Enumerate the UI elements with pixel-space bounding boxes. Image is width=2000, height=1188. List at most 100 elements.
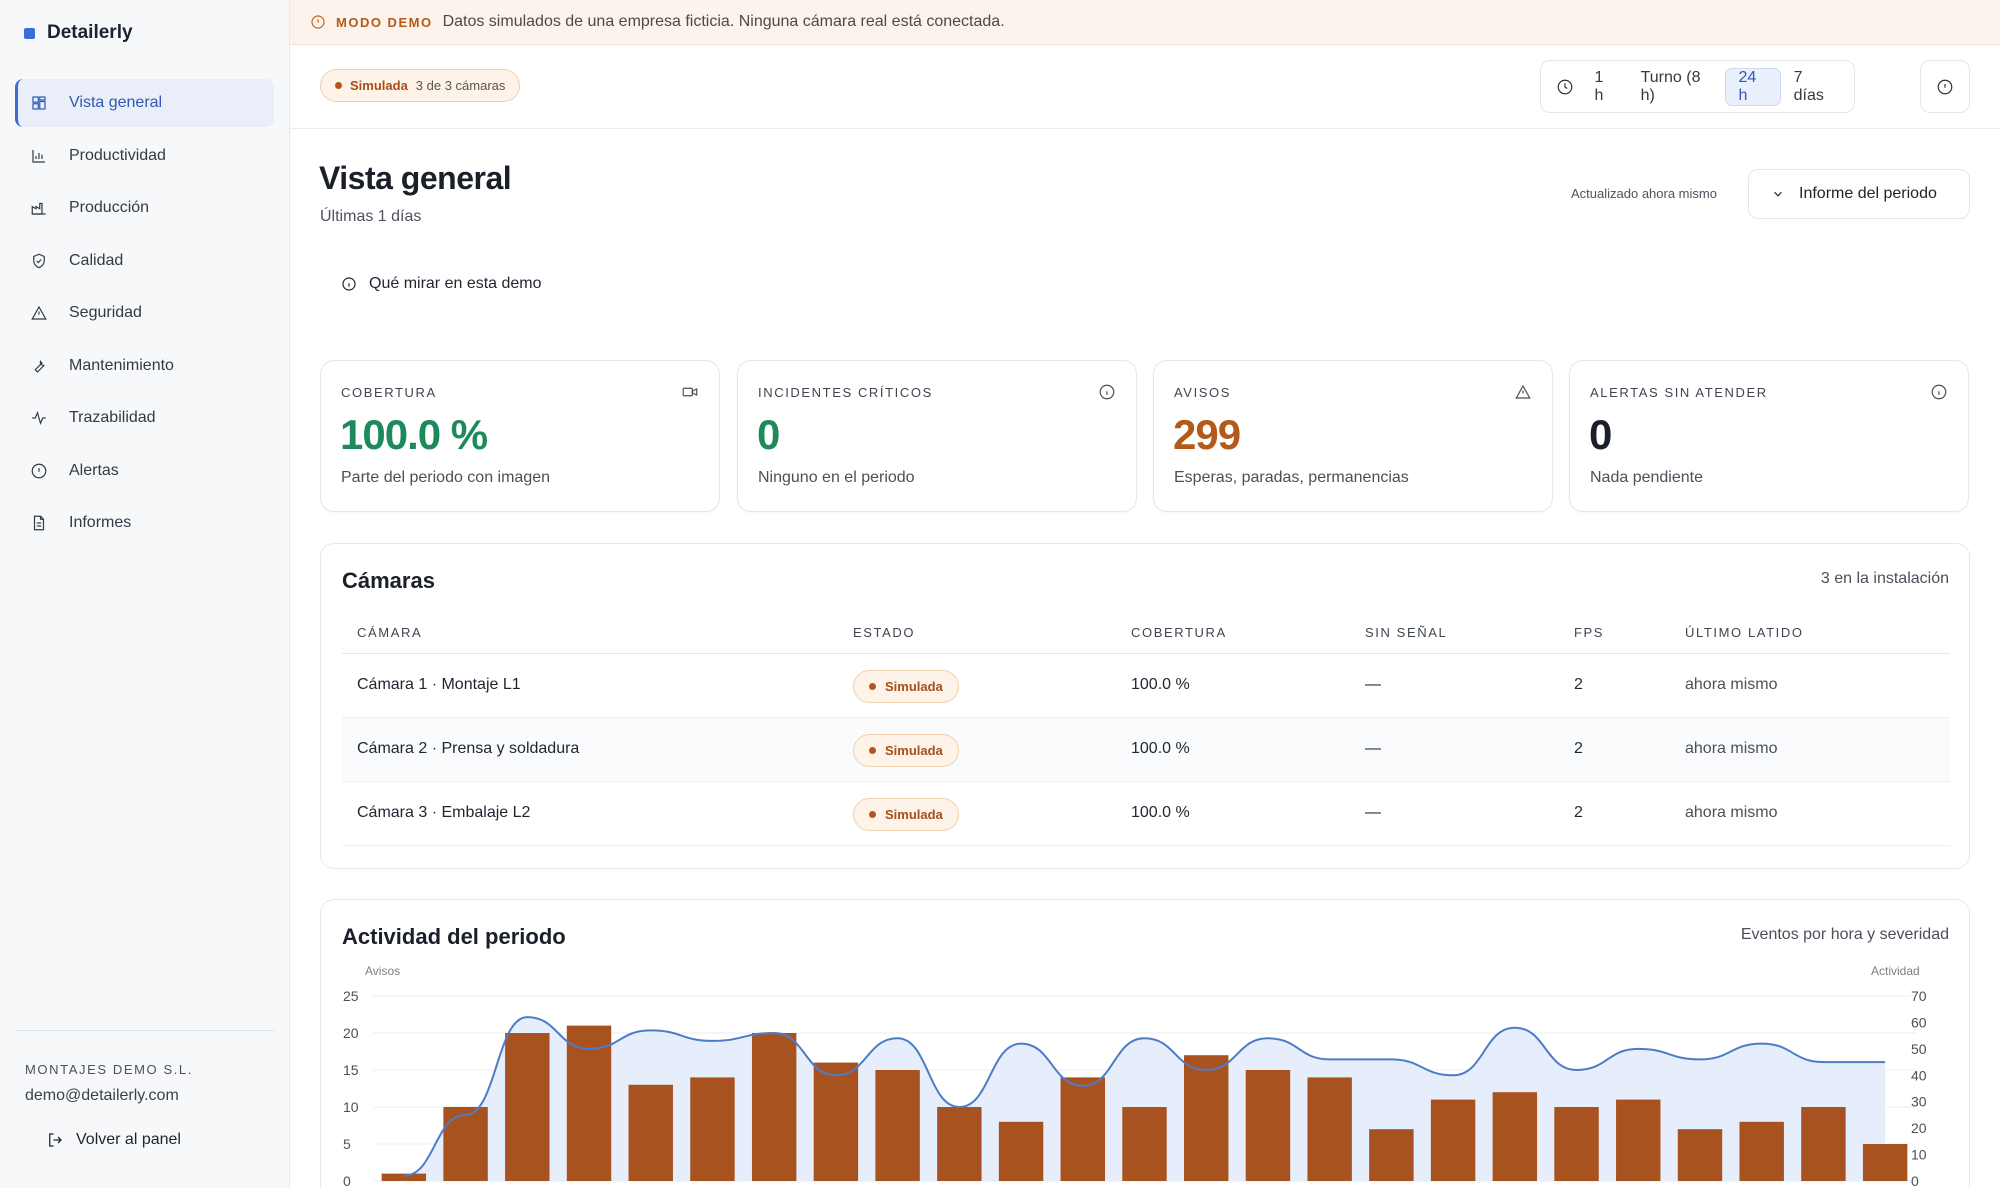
sidebar-item-alertas[interactable]: Alertas — [15, 447, 274, 495]
video-icon — [681, 383, 699, 401]
column-header-status[interactable]: ESTADO — [853, 625, 916, 640]
time-range-selector: 1 h Turno (8 h) 24 h 7 días — [1540, 60, 1855, 113]
y2-tick-label: 0 — [1911, 1173, 1919, 1188]
y2-tick-label: 60 — [1911, 1014, 1927, 1030]
status-badge: Simulada — [853, 734, 959, 767]
cameras-title: Cámaras — [342, 568, 435, 593]
demo-mode-label: MODO DEMO — [336, 14, 433, 30]
range-option-0[interactable]: 1 h — [1594, 68, 1604, 104]
sidebar-item-mantenimiento[interactable]: Mantenimiento — [15, 342, 274, 390]
bar — [505, 1033, 550, 1181]
info-icon — [1937, 79, 1953, 94]
table-row[interactable]: Cámara 3 · Embalaje L2 100.0 % — 2 ahora mis… — [342, 782, 1950, 846]
kpi-card: AVISOS 299 Esperas, paradas, permanencias — [1153, 360, 1553, 512]
sidebar-item-label: Seguridad — [69, 304, 142, 321]
column-header-fps[interactable]: FPS — [1574, 625, 1605, 640]
kpi-card: INCIDENTES CRÍTICOS 0 Ninguno en el period… — [737, 360, 1137, 512]
camera-name: Cámara 2 · Prensa y soldadura — [357, 740, 580, 757]
kpi-description: Nada pendiente — [1590, 469, 1703, 486]
camera-last-heartbeat: ahora mismo — [1685, 740, 1778, 757]
back-label: Volver al panel — [76, 1131, 181, 1148]
sidebar: Detailerly Vista general Productividad Pro… — [0, 0, 290, 1188]
status-dot-icon — [335, 82, 342, 89]
pulse-icon — [29, 408, 49, 428]
demo-banner-text: Datos simulados de una empresa ficticia.… — [442, 13, 1005, 30]
page-subtitle: Últimas 1 días — [320, 208, 422, 225]
y-tick-label: 0 — [343, 1173, 351, 1188]
column-header-no-signal[interactable]: SIN SEÑAL — [1365, 625, 1448, 640]
bar — [1862, 1144, 1908, 1181]
info-button[interactable] — [1920, 60, 1970, 113]
cameras-card: Cámaras 3 en la instalación CÁMARA ESTAD… — [320, 543, 1970, 869]
demo-tips-toggle[interactable]: Qué mirar en esta demo — [341, 275, 542, 293]
y-axis-label: Avisos — [365, 964, 400, 978]
y2-tick-label: 50 — [1911, 1041, 1927, 1057]
brand-logo-icon — [24, 27, 35, 39]
warning-triangle-icon — [29, 303, 49, 323]
bar — [998, 1121, 1044, 1181]
back-to-panel-button[interactable]: Volver al panel — [46, 1131, 181, 1149]
shield-check-icon — [29, 251, 49, 271]
camera-last-heartbeat: ahora mismo — [1685, 676, 1778, 693]
sidebar-divider — [15, 1030, 274, 1031]
table-row[interactable]: Cámara 2 · Prensa y soldadura 100.0 % — 2 ah… — [342, 718, 1950, 782]
sidebar-item-vista-general[interactable]: Vista general — [15, 79, 274, 127]
sidebar-item-label: Informes — [69, 514, 132, 531]
range-option-1[interactable]: Turno (8 h) — [1640, 68, 1701, 104]
sidebar-item-trazabilidad[interactable]: Trazabilidad — [15, 394, 274, 442]
camera-fps: 2 — [1574, 804, 1583, 821]
activity-card: Actividad del periodo Eventos por hora y… — [320, 899, 1970, 1188]
sidebar-item-produccion[interactable]: Producción — [15, 184, 274, 232]
kpi-description: Parte del periodo con imagen — [341, 469, 551, 486]
sidebar-item-label: Calidad — [69, 251, 124, 269]
sidebar-item-informes[interactable]: Informes — [15, 499, 274, 547]
bar — [813, 1062, 859, 1181]
y-tick-label: 25 — [343, 988, 359, 1004]
camera-name: Cámara 3 · Embalaje L2 — [357, 804, 531, 821]
clock-icon — [1549, 78, 1582, 96]
chevron-down-icon — [1774, 191, 1782, 197]
kpi-card: ALERTAS SIN ATENDER 0 Nada pendiente — [1569, 360, 1969, 512]
bar — [690, 1077, 735, 1181]
table-row[interactable]: Cámara 1 · Montaje L1 100.0 % — 2 ahora mism… — [342, 654, 1950, 718]
range-option-3[interactable]: 7 días — [1793, 68, 1824, 104]
factory-icon — [29, 198, 49, 218]
status-dot-icon — [869, 683, 876, 690]
sidebar-nav: Vista general Productividad Producción Cali… — [15, 79, 274, 552]
bar — [381, 1173, 427, 1181]
brand[interactable]: Detailerly — [24, 22, 133, 44]
sidebar-item-label: Productividad — [69, 146, 166, 164]
bar — [1060, 1077, 1105, 1181]
column-header-last-heartbeat[interactable]: ÚLTIMO LATIDO — [1685, 625, 1804, 640]
column-header-camera[interactable]: CÁMARA — [357, 625, 423, 640]
status-badge: Simulada — [853, 670, 959, 703]
bar — [1677, 1129, 1723, 1181]
sidebar-item-calidad[interactable]: Calidad — [15, 237, 274, 285]
activity-line — [403, 1016, 1886, 1177]
bar — [1492, 1092, 1538, 1181]
sidebar-item-productividad[interactable]: Productividad — [15, 132, 274, 180]
sidebar-item-label: Alertas — [69, 461, 119, 479]
table-header-divider — [342, 653, 1950, 654]
brand-name: Detailerly — [47, 22, 133, 43]
bar — [937, 1107, 982, 1181]
camera-name: Cámara 1 · Montaje L1 — [357, 676, 521, 693]
kpi-value: 0 — [757, 411, 780, 458]
user-email: demo@detailerly.com — [25, 1087, 179, 1104]
range-option-2[interactable]: 24 h — [1724, 67, 1781, 106]
camera-no-signal: — — [1365, 740, 1381, 757]
kpi-description: Ninguno en el periodo — [758, 469, 915, 486]
bar — [566, 1025, 612, 1181]
bar — [751, 1033, 797, 1181]
period-report-button[interactable]: Informe del periodo — [1748, 169, 1970, 219]
bar — [1430, 1099, 1476, 1181]
demo-banner: MODO DEMO Datos simulados de una empresa… — [290, 0, 2000, 45]
info-icon — [310, 14, 326, 30]
y-tick-label: 15 — [343, 1062, 359, 1078]
y2-tick-label: 20 — [1911, 1120, 1927, 1136]
sidebar-item-seguridad[interactable]: Seguridad — [15, 289, 274, 337]
status-label: Simulada — [885, 679, 943, 694]
status-badge: Simulada 3 de 3 cámaras — [320, 69, 521, 102]
activity-chart: 0 5 10 15 20 25 0 10 20 30 40 50 60 70 Avisos Actividad — [343, 964, 1927, 1188]
column-header-coverage[interactable]: COBERTURA — [1131, 625, 1227, 640]
